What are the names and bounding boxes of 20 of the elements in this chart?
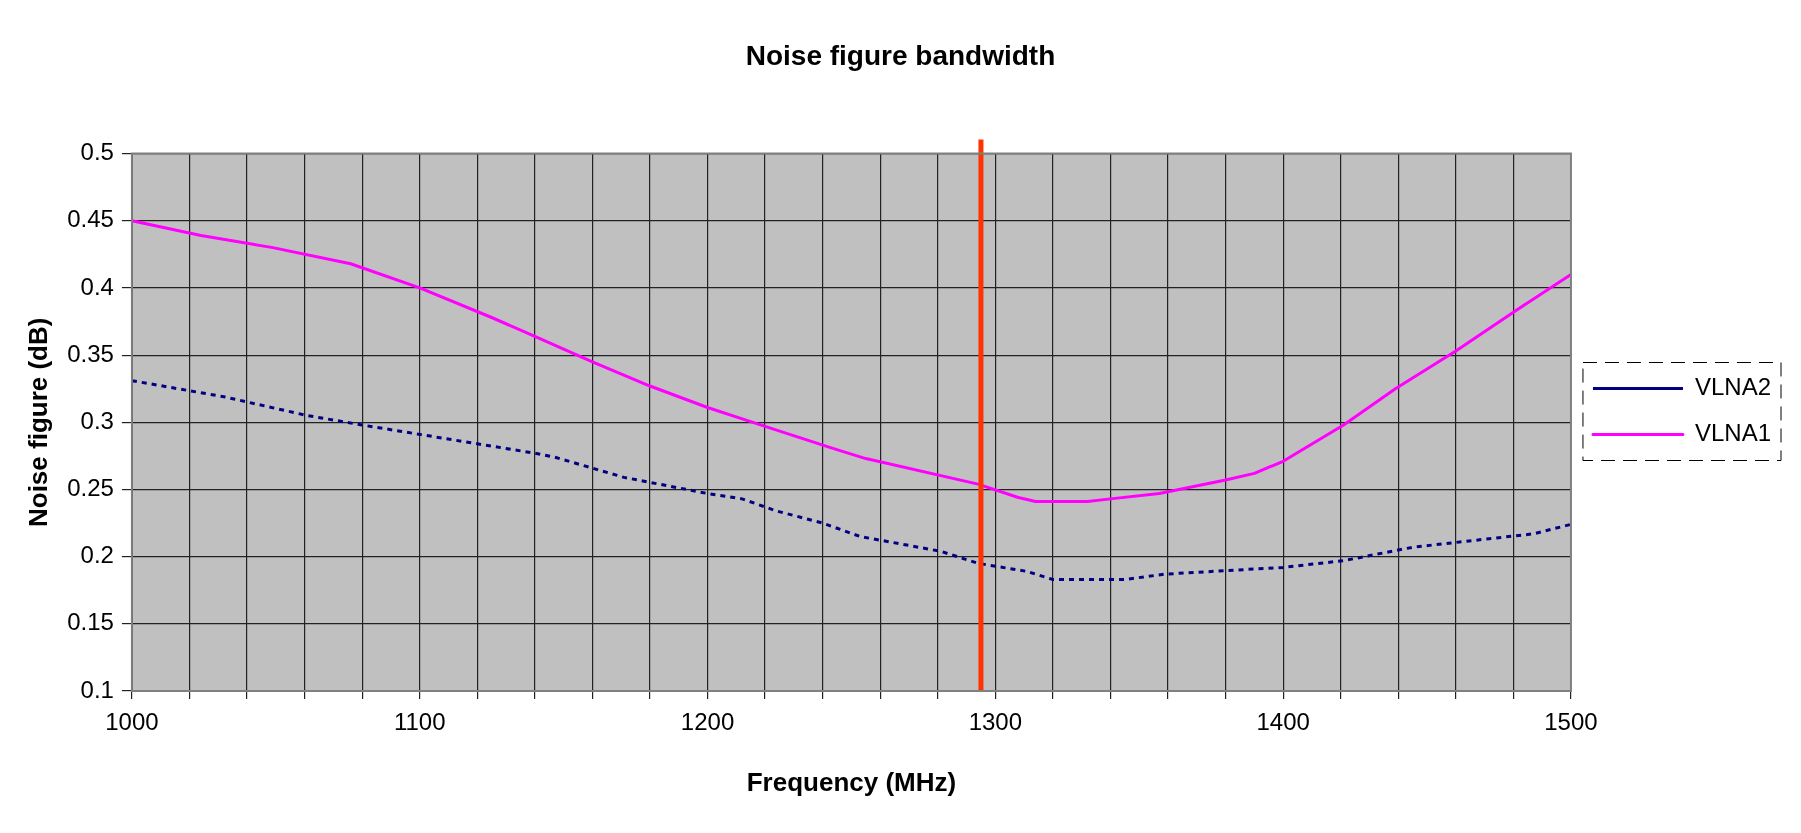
x-axis-title: Frequency (MHz) xyxy=(746,766,957,797)
y-tick-label: 0.2 xyxy=(80,541,114,569)
y-axis-title: Noise figure (dB) xyxy=(22,317,53,528)
x-tick-label: 1500 xyxy=(1544,708,1598,736)
y-tick-label: 0.35 xyxy=(67,339,114,367)
legend-label: VLNA1 xyxy=(1694,419,1771,447)
y-tick-label: 0.15 xyxy=(67,608,114,636)
y-tick-label: 0.5 xyxy=(80,138,114,166)
chart-title: Noise figure bandwidth xyxy=(745,39,1056,71)
x-tick-label: 1300 xyxy=(968,708,1023,736)
y-tick-label: 0.1 xyxy=(80,675,114,703)
x-tick-label: 1000 xyxy=(105,708,159,736)
x-tick-label: 1400 xyxy=(1256,708,1310,736)
y-tick-label: 0.4 xyxy=(80,272,114,300)
y-tick-label: 0.3 xyxy=(80,406,114,434)
y-tick-label: 0.25 xyxy=(67,474,114,502)
x-tick-label: 1100 xyxy=(393,708,446,736)
x-tick-label: 1200 xyxy=(680,708,735,736)
legend-label: VLNA2 xyxy=(1694,373,1771,401)
y-tick-label: 0.45 xyxy=(67,205,114,233)
